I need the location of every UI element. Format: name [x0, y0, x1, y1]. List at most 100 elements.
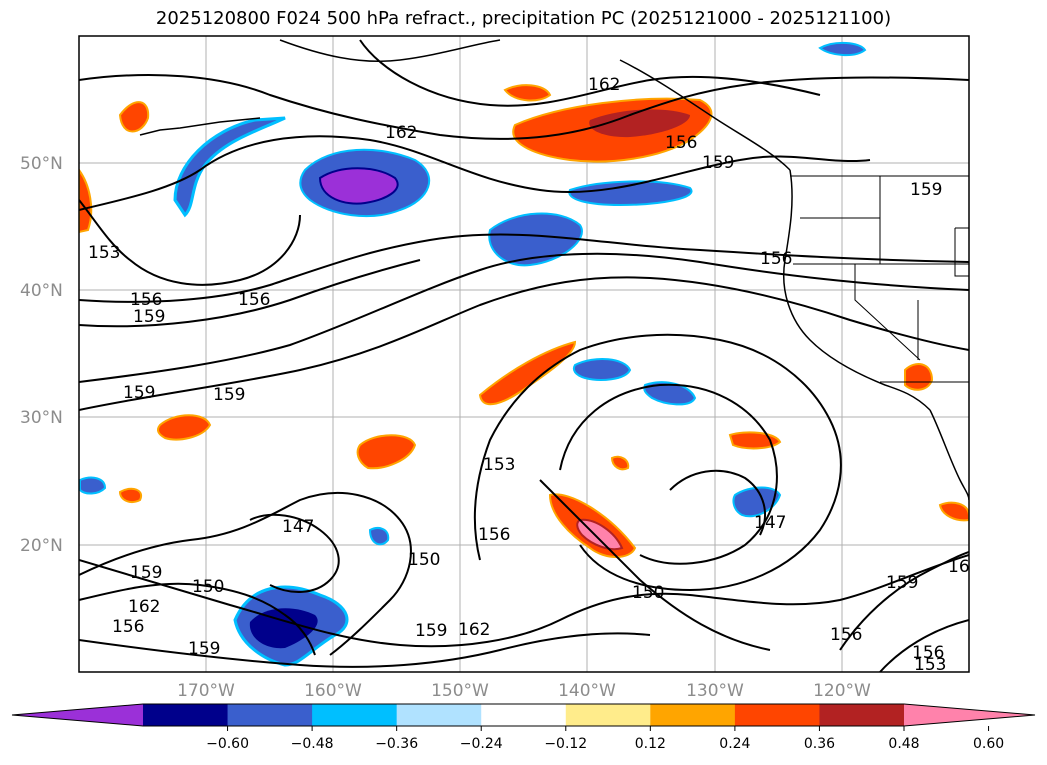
lon-axis: 170°W 160°W 150°W 140°W 130°W 120°W [177, 681, 871, 701]
contour-label: 159 [702, 153, 734, 173]
contour-label: 162 [385, 123, 417, 143]
contour-label: 156 [665, 133, 697, 153]
contour-147-sw [249, 513, 340, 593]
contour-label: 159 [886, 573, 918, 593]
colorbar-tick-label: 0.36 [804, 736, 835, 752]
precip-arc-aleutian [173, 116, 286, 218]
colorbar-tick-label: −0.60 [206, 736, 249, 752]
precip-blob-small-2 [118, 487, 143, 503]
chart-title: 2025120800 F024 500 hPa refract., precip… [155, 8, 892, 29]
border-utah [954, 227, 969, 277]
contour-label: 147 [754, 513, 786, 533]
contour-label: 153 [914, 655, 946, 675]
contour-label: 159 [130, 563, 162, 583]
contour-153-se [879, 619, 969, 672]
contour-label: 147 [282, 517, 314, 537]
contour-label: 159 [415, 621, 447, 641]
contour-label: 159 [133, 307, 165, 327]
contour-label: 156 [830, 625, 862, 645]
precip-blob-northeast-2 [503, 84, 552, 102]
contour-lines [79, 39, 969, 672]
contour-label: 153 [88, 243, 120, 263]
precip-blob-coast [904, 363, 934, 391]
lat-label: 40°N [20, 281, 63, 301]
contour-label: 150 [408, 550, 440, 570]
precip-blob-gulf-core [318, 167, 399, 205]
colorbar-outline [11, 703, 1036, 727]
lon-label: 130°W [686, 681, 744, 701]
coastline-baja [929, 409, 969, 501]
contour-label: 162 [588, 75, 620, 95]
gridlines [79, 36, 969, 672]
contour-label: 162 [458, 620, 490, 640]
colorbar-tick-label: 0.48 [888, 736, 919, 752]
lat-label: 20°N [20, 536, 63, 556]
contour-label: 159 [123, 383, 155, 403]
precip-negative [79, 42, 867, 667]
contour-label: 159 [910, 180, 942, 200]
colorbar-segment [565, 704, 651, 726]
colorbar-segment [481, 704, 567, 726]
contour-label: 156 [112, 617, 144, 637]
contour-156-north [79, 233, 969, 303]
contour-label: 156 [238, 290, 270, 310]
contour-162-north [79, 74, 969, 140]
colorbar-tick-label: −0.48 [291, 736, 334, 752]
lat-label: 50°N [20, 154, 63, 174]
colorbar-extend-min [12, 704, 143, 726]
precip-blob-mid [356, 434, 417, 470]
contour-159-mid-2 [79, 252, 969, 383]
colorbar-segment [396, 704, 482, 726]
precip-blob-west [118, 101, 150, 133]
colorbar-tick-label: −0.24 [460, 736, 503, 752]
contour-153-west [79, 199, 301, 286]
precip-blob-sw-edge [79, 476, 107, 495]
contour-159-mid [79, 276, 969, 411]
contour-150-loop [559, 383, 778, 565]
borders [790, 175, 969, 383]
contour-label: 159 [213, 385, 245, 405]
colorbar-tick-label: 0.12 [635, 736, 666, 752]
contour-159-sw-long [79, 554, 969, 648]
lon-label: 160°W [304, 681, 362, 701]
contour-label: 150 [192, 577, 224, 597]
contour-153-loop [473, 333, 842, 592]
contour-156-se [839, 551, 969, 651]
coastline-alaska [279, 39, 501, 63]
contour-label: 156 [912, 643, 944, 663]
contour-label: 162 [128, 597, 160, 617]
contour-label: 156 [478, 525, 510, 545]
coastlines [139, 39, 969, 501]
precip-blob-small-1 [610, 455, 630, 471]
precip-blob-southwest-core [249, 608, 318, 649]
lat-axis: 50°N 40°N 30°N 20°N [20, 154, 63, 556]
coastline-bc [619, 59, 791, 171]
precip-blob-central [488, 212, 583, 267]
lon-label: 170°W [177, 681, 235, 701]
contour-labels: 162 162 156 159 156 153 156 159 156 159 … [88, 75, 969, 675]
colorbar-segment [227, 704, 313, 726]
precip-blob-far-se [938, 501, 969, 522]
contour-156-west [79, 259, 421, 328]
colorbar-segment [650, 704, 736, 726]
colorbar-segment [734, 704, 820, 726]
precip-blob-central-2 [568, 180, 693, 207]
contour-156-loop-sw [79, 492, 412, 656]
contour-150-diag [539, 479, 771, 651]
lat-label: 30°N [20, 408, 63, 428]
lon-label: 140°W [558, 681, 616, 701]
lon-label: 150°W [431, 681, 489, 701]
precip-blob-northeast-core [589, 109, 690, 138]
colorbar-tick-label: −0.36 [375, 736, 418, 752]
precip-blob-ne [818, 42, 867, 56]
map-frame [78, 35, 970, 673]
precip-blob-west-edge [79, 168, 93, 234]
coastline-aleutians [139, 117, 261, 136]
contour-162-north-2 [359, 39, 821, 107]
colorbar-extend-max [904, 704, 1035, 726]
border-ca-nv [854, 264, 921, 361]
colorbar-segment [312, 704, 398, 726]
contour-label: 156 [760, 249, 792, 269]
colorbar-tick-label: −0.12 [544, 736, 587, 752]
